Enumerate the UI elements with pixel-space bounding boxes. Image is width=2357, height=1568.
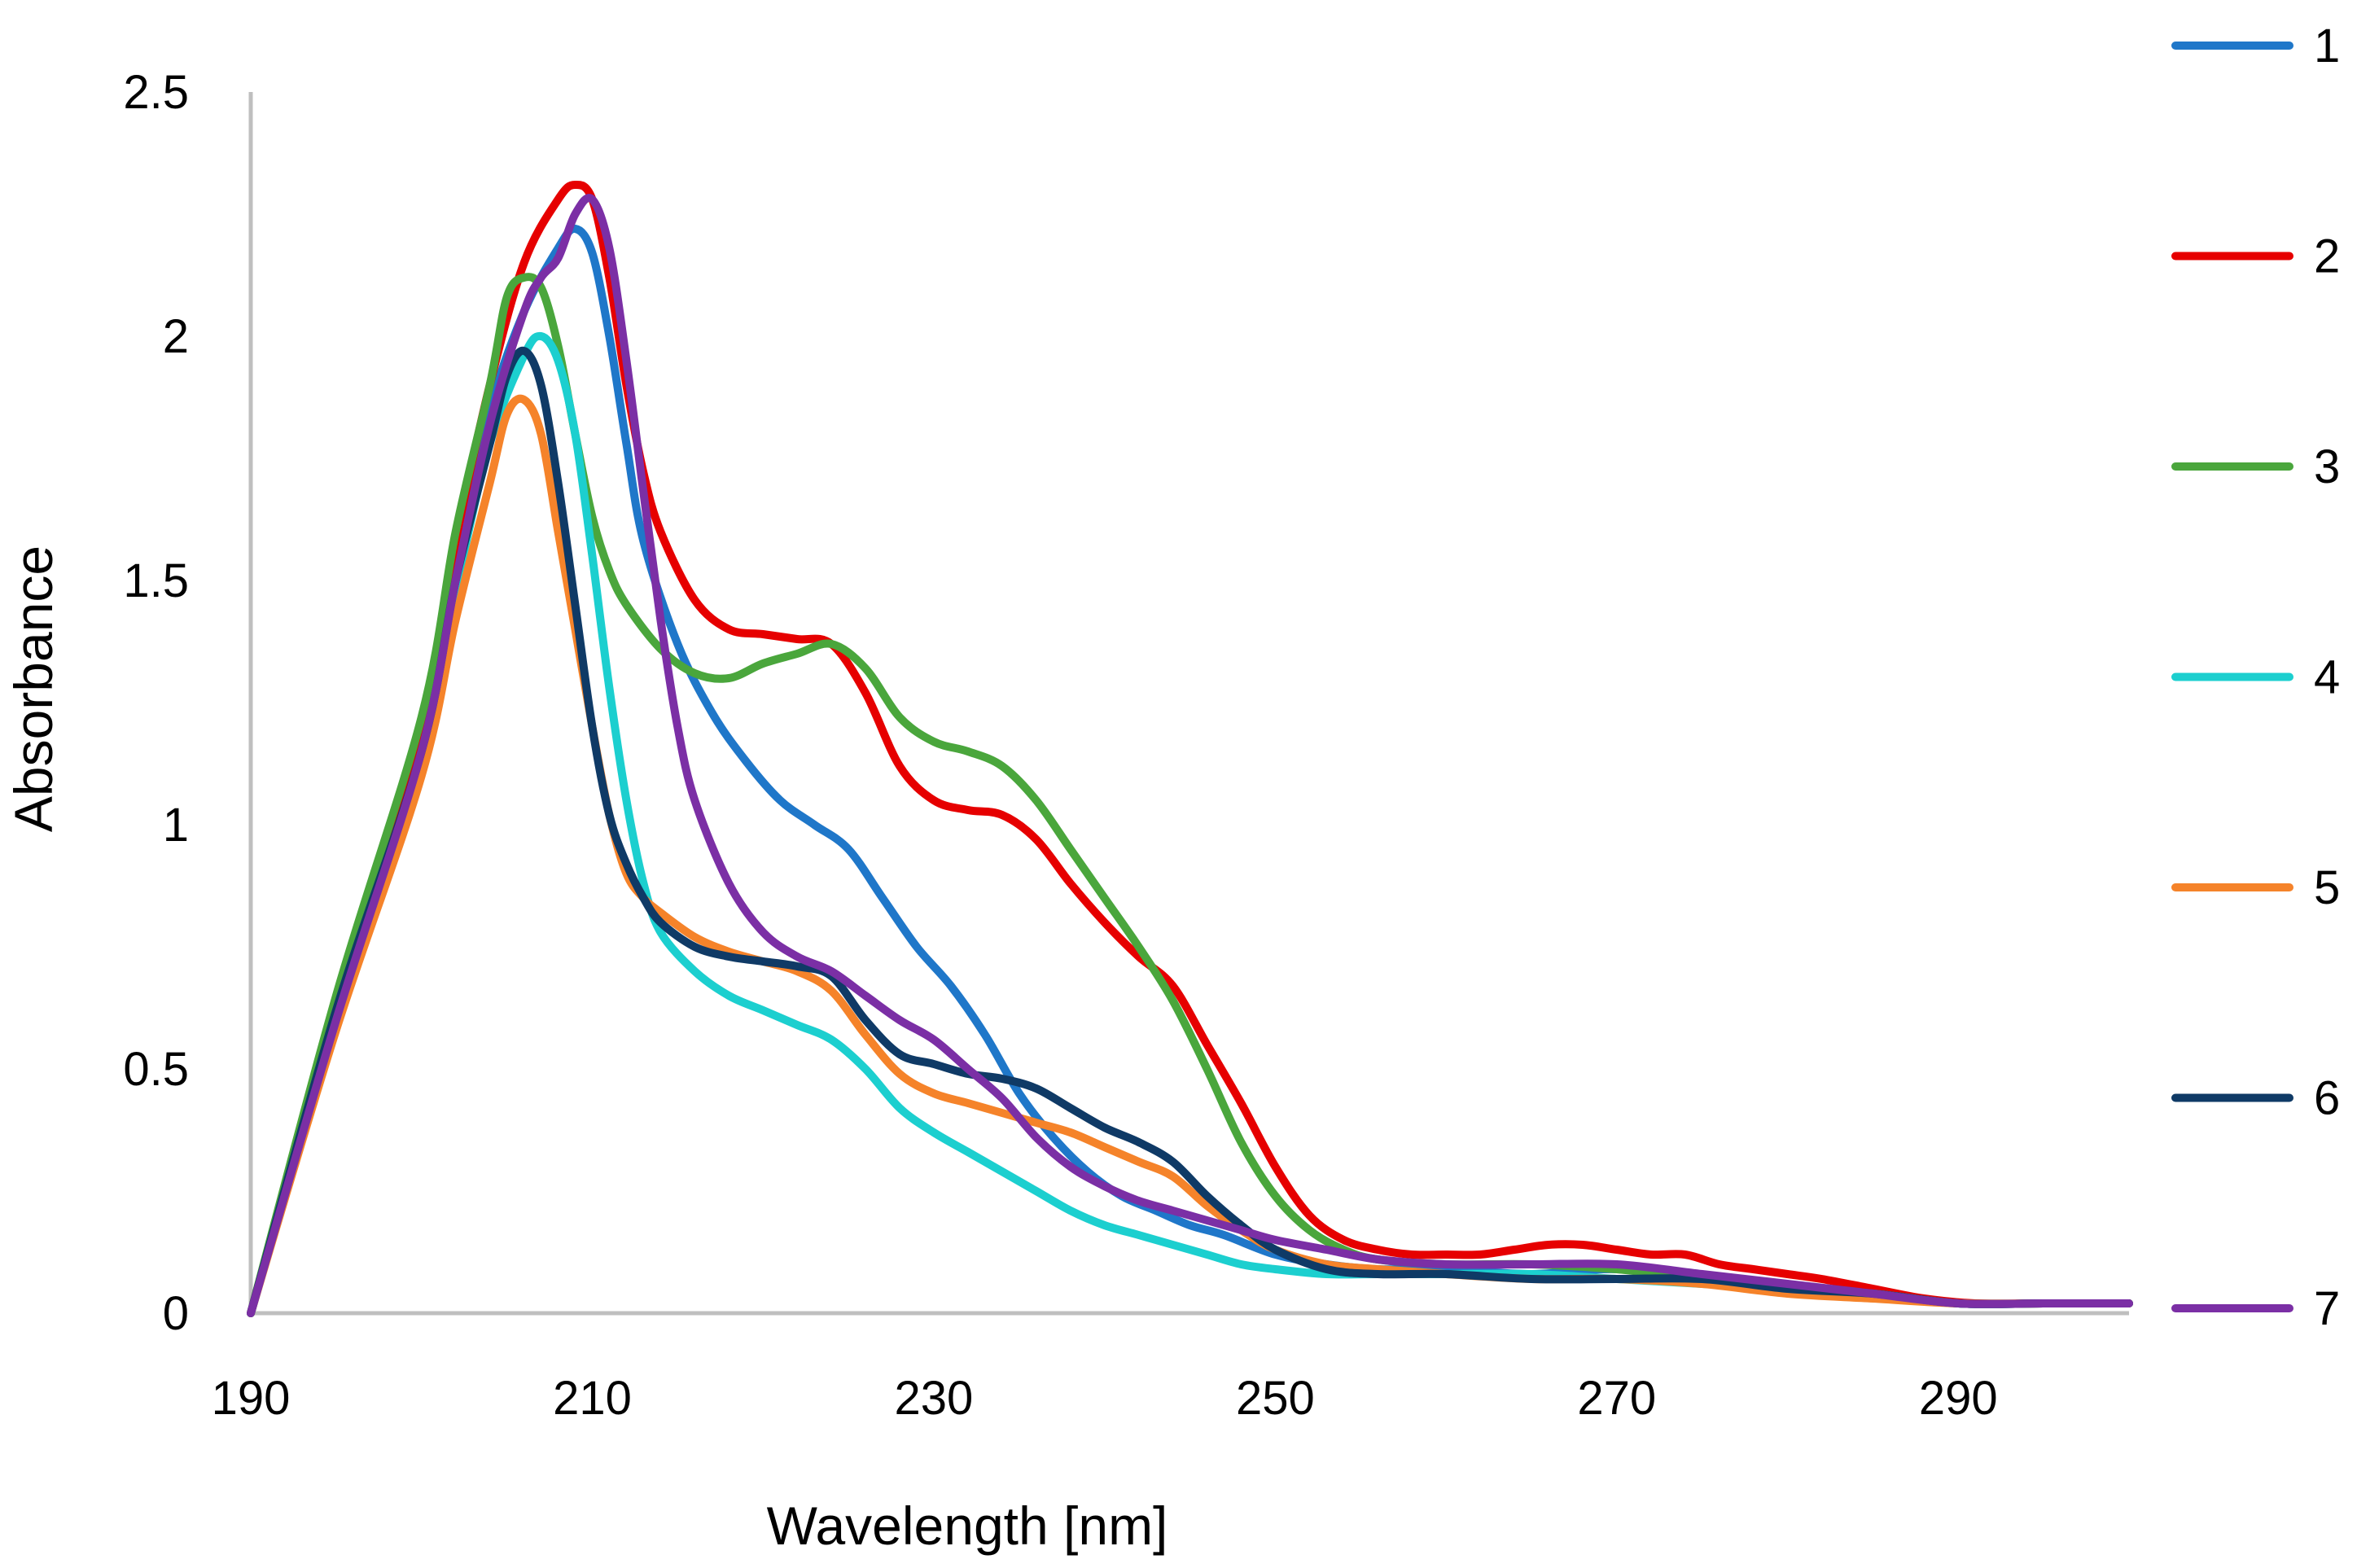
legend-label-2: 2 — [2314, 230, 2340, 283]
x-axis-title: Wavelength [nm] — [767, 1496, 1168, 1556]
series-line-4 — [247, 331, 2133, 1317]
series-layer — [247, 180, 2133, 1317]
y-tick-label: 2.5 — [123, 66, 189, 119]
legend-label-4: 4 — [2314, 651, 2340, 704]
series-line-7 — [247, 194, 2133, 1317]
legend-label-3: 3 — [2314, 440, 2340, 493]
x-tick-label: 190 — [212, 1372, 291, 1425]
series-line-1 — [247, 224, 2133, 1317]
series-line-3 — [247, 273, 2133, 1317]
y-tick-label: 1.5 — [123, 554, 189, 607]
x-tick-label: 270 — [1577, 1372, 1656, 1425]
y-tick-label: 2 — [163, 310, 189, 363]
legend-label-7: 7 — [2314, 1282, 2340, 1335]
series-line-2 — [247, 180, 2133, 1317]
legend-label-5: 5 — [2314, 861, 2340, 914]
x-tick-label: 290 — [1919, 1372, 1998, 1425]
x-tick-label: 250 — [1236, 1372, 1315, 1425]
y-tick-label: 1 — [163, 799, 189, 852]
legend: 1 2 3 4 5 6 7 — [2171, 20, 2340, 1335]
x-tick-label: 210 — [553, 1372, 632, 1425]
legend-label-1: 1 — [2314, 20, 2340, 72]
series-line-6 — [247, 346, 2133, 1317]
x-tick-label: 230 — [895, 1372, 974, 1425]
y-axis-title: Absorbance — [3, 545, 64, 832]
y-tick-label: 0 — [163, 1287, 189, 1340]
legend-label-6: 6 — [2314, 1072, 2340, 1125]
axes-layer: 190 210 230 250 270 290 0 0.5 1 1.5 2 2.5 — [123, 66, 2129, 1425]
y-tick-label: 0.5 — [123, 1043, 189, 1096]
